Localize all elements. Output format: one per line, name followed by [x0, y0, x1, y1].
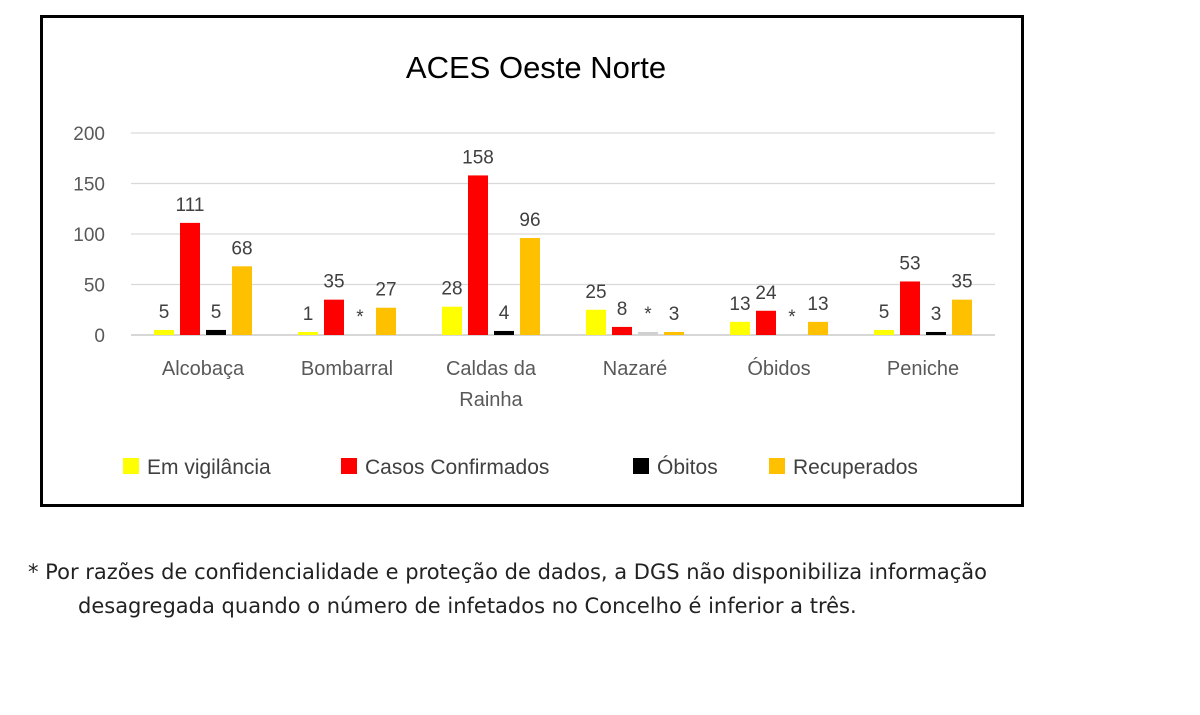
data-label: 5 — [879, 302, 890, 323]
x-axis: Alcobaça Bombarral Caldas da Rainha Nazaré Ób… — [162, 357, 959, 411]
data-label: 13 — [729, 294, 750, 315]
bar — [494, 330, 514, 335]
legend: Em vigilância Casos Confirmados Óbitos Recu… — [123, 456, 918, 479]
legend-label: Recuperados — [793, 456, 918, 479]
data-label: 158 — [462, 147, 494, 168]
x-tick-label: Peniche — [887, 358, 959, 380]
data-label: * — [356, 307, 364, 328]
bar — [376, 307, 396, 335]
bar — [468, 175, 488, 335]
data-label: 53 — [899, 253, 920, 274]
bar — [638, 332, 658, 335]
bar — [808, 321, 828, 335]
x-tick-label: Caldas da — [446, 358, 537, 380]
data-label: 25 — [585, 282, 606, 303]
bar — [180, 222, 200, 335]
data-label: 3 — [669, 304, 680, 325]
data-label: 4 — [499, 303, 510, 324]
data-label: 1 — [303, 304, 314, 325]
x-tick-label: Óbidos — [747, 357, 810, 380]
data-labels: 5 1 28 25 13 5 111 35 158 8 24 53 5 * 4 * * 3 68 27 96 3 13 35 — [159, 147, 973, 328]
x-tick-label: Bombarral — [301, 358, 393, 380]
chart-frame: ACES Oeste Norte 0 50 100 150 200 5 1 28 25 13 5 1… — [40, 15, 1024, 507]
data-label: 5 — [211, 302, 222, 323]
bar — [900, 281, 920, 335]
bar — [952, 299, 972, 335]
data-label: 5 — [159, 302, 170, 323]
y-tick-label: 100 — [73, 225, 105, 246]
x-tick-label: Alcobaça — [162, 358, 245, 380]
bar — [442, 306, 462, 335]
legend-label: Casos Confirmados — [365, 456, 549, 479]
data-label: * — [788, 307, 796, 328]
footnote-line-2: desagregada quando o número de infetados… — [78, 594, 857, 618]
footnote: * Por razões de confidencialidade e prot… — [28, 555, 1188, 623]
data-label: 96 — [519, 210, 540, 231]
bar — [612, 326, 632, 335]
data-label: 28 — [441, 279, 462, 300]
x-tick-label: Rainha — [459, 389, 523, 411]
data-label: 111 — [176, 195, 205, 216]
bar — [206, 329, 226, 335]
data-label: 27 — [375, 280, 396, 301]
bar — [324, 299, 344, 335]
legend-label: Óbitos — [657, 456, 718, 479]
bar — [298, 332, 318, 335]
legend-swatch — [341, 458, 357, 474]
data-label: * — [644, 304, 652, 325]
y-axis: 0 50 100 150 200 — [73, 124, 105, 347]
bar — [926, 331, 946, 335]
y-tick-label: 50 — [84, 276, 105, 297]
y-tick-label: 0 — [94, 326, 105, 347]
bar — [730, 321, 750, 335]
y-tick-label: 150 — [73, 175, 105, 196]
data-label: 24 — [755, 283, 777, 304]
bar-chart: ACES Oeste Norte 0 50 100 150 200 5 1 28 25 13 5 1… — [73, 50, 995, 479]
legend-swatch — [633, 458, 649, 474]
bars — [154, 175, 972, 335]
legend-label: Em vigilância — [147, 456, 271, 479]
bar — [154, 329, 174, 335]
legend-swatch — [123, 458, 139, 474]
bar — [874, 329, 894, 335]
bar — [756, 310, 776, 335]
bar — [520, 238, 540, 335]
data-label: 8 — [617, 299, 628, 320]
data-label: 68 — [231, 238, 252, 259]
bar — [586, 309, 606, 335]
data-label: 35 — [951, 272, 972, 293]
chart-title: ACES Oeste Norte — [406, 50, 666, 85]
x-tick-label: Nazaré — [603, 358, 667, 380]
grid-lines — [131, 132, 995, 336]
y-tick-label: 200 — [73, 124, 105, 145]
footnote-line-1: * Por razões de confidencialidade e prot… — [28, 560, 988, 584]
bar — [232, 266, 252, 335]
bar — [664, 331, 684, 335]
data-label: 13 — [807, 294, 828, 315]
data-label: 3 — [931, 304, 942, 325]
legend-swatch — [769, 458, 785, 474]
data-label: 35 — [323, 272, 344, 293]
